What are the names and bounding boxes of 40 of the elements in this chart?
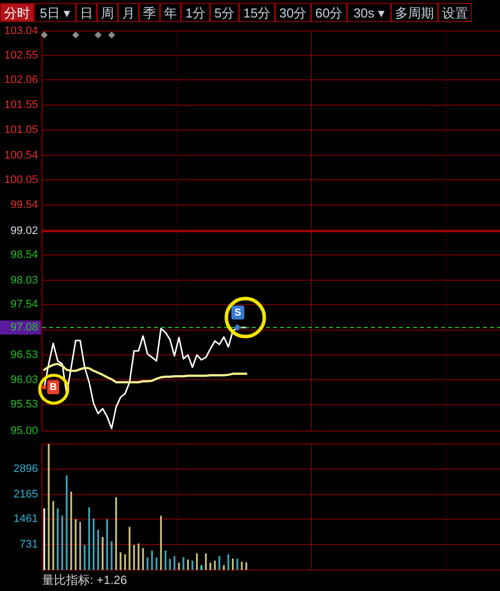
y-tick-label: 97.54 xyxy=(10,298,38,311)
tab-button: 多周期 xyxy=(391,3,438,22)
tab-button: 30分 xyxy=(275,3,311,22)
y-tick-label: 98.54 xyxy=(10,248,38,261)
y-tick-label: 2896 xyxy=(14,463,38,476)
y-tick-label: 103.04 xyxy=(4,25,38,37)
tab-button: 15分 xyxy=(239,3,275,22)
text: 量比指标: +1.26 xyxy=(42,573,128,587)
tab-button: 年 xyxy=(160,3,181,22)
y-tick-label: 102.55 xyxy=(4,49,38,62)
tab-button: 60分 xyxy=(311,3,347,22)
y-tick-label: 95.00 xyxy=(10,425,38,437)
tab-button: 1分 xyxy=(181,3,210,22)
y-tick-label: 101.55 xyxy=(4,99,38,112)
tab-button: 设置 xyxy=(438,3,472,22)
y-tick-label: 96.03 xyxy=(10,374,38,386)
tab-button: 5日 ▾ xyxy=(34,3,76,22)
y-tick-label: 2165 xyxy=(14,488,38,501)
y-tick-label: 100.54 xyxy=(4,149,38,162)
ref-line-label: 97.08 xyxy=(10,322,38,334)
y-tick-label: 99.02 xyxy=(10,225,38,237)
tab-button: 分时 xyxy=(0,3,34,22)
y-tick-label: 99.54 xyxy=(10,199,38,212)
y-tick-label: 102.06 xyxy=(4,74,38,86)
tab-button: 季 xyxy=(139,3,160,22)
tab-button: 30s ▾ xyxy=(347,3,391,22)
y-tick-label: 101.05 xyxy=(4,124,38,136)
tab-button: 日 xyxy=(76,3,97,22)
line-series xyxy=(43,362,248,384)
annotation: S xyxy=(234,308,242,319)
annotation: B xyxy=(50,382,57,394)
tab-button: 周 xyxy=(97,3,118,22)
y-tick-label: 731 xyxy=(20,538,38,551)
y-tick-label: 96.53 xyxy=(10,348,38,361)
y-tick-label: 1461 xyxy=(14,513,38,526)
y-tick-label: 100.05 xyxy=(4,174,38,186)
y-tick-label: 98.03 xyxy=(10,274,38,286)
y-tick-label: 95.53 xyxy=(10,398,38,411)
tab-button: 5分 xyxy=(210,3,239,22)
tab-button: 月 xyxy=(118,3,139,22)
